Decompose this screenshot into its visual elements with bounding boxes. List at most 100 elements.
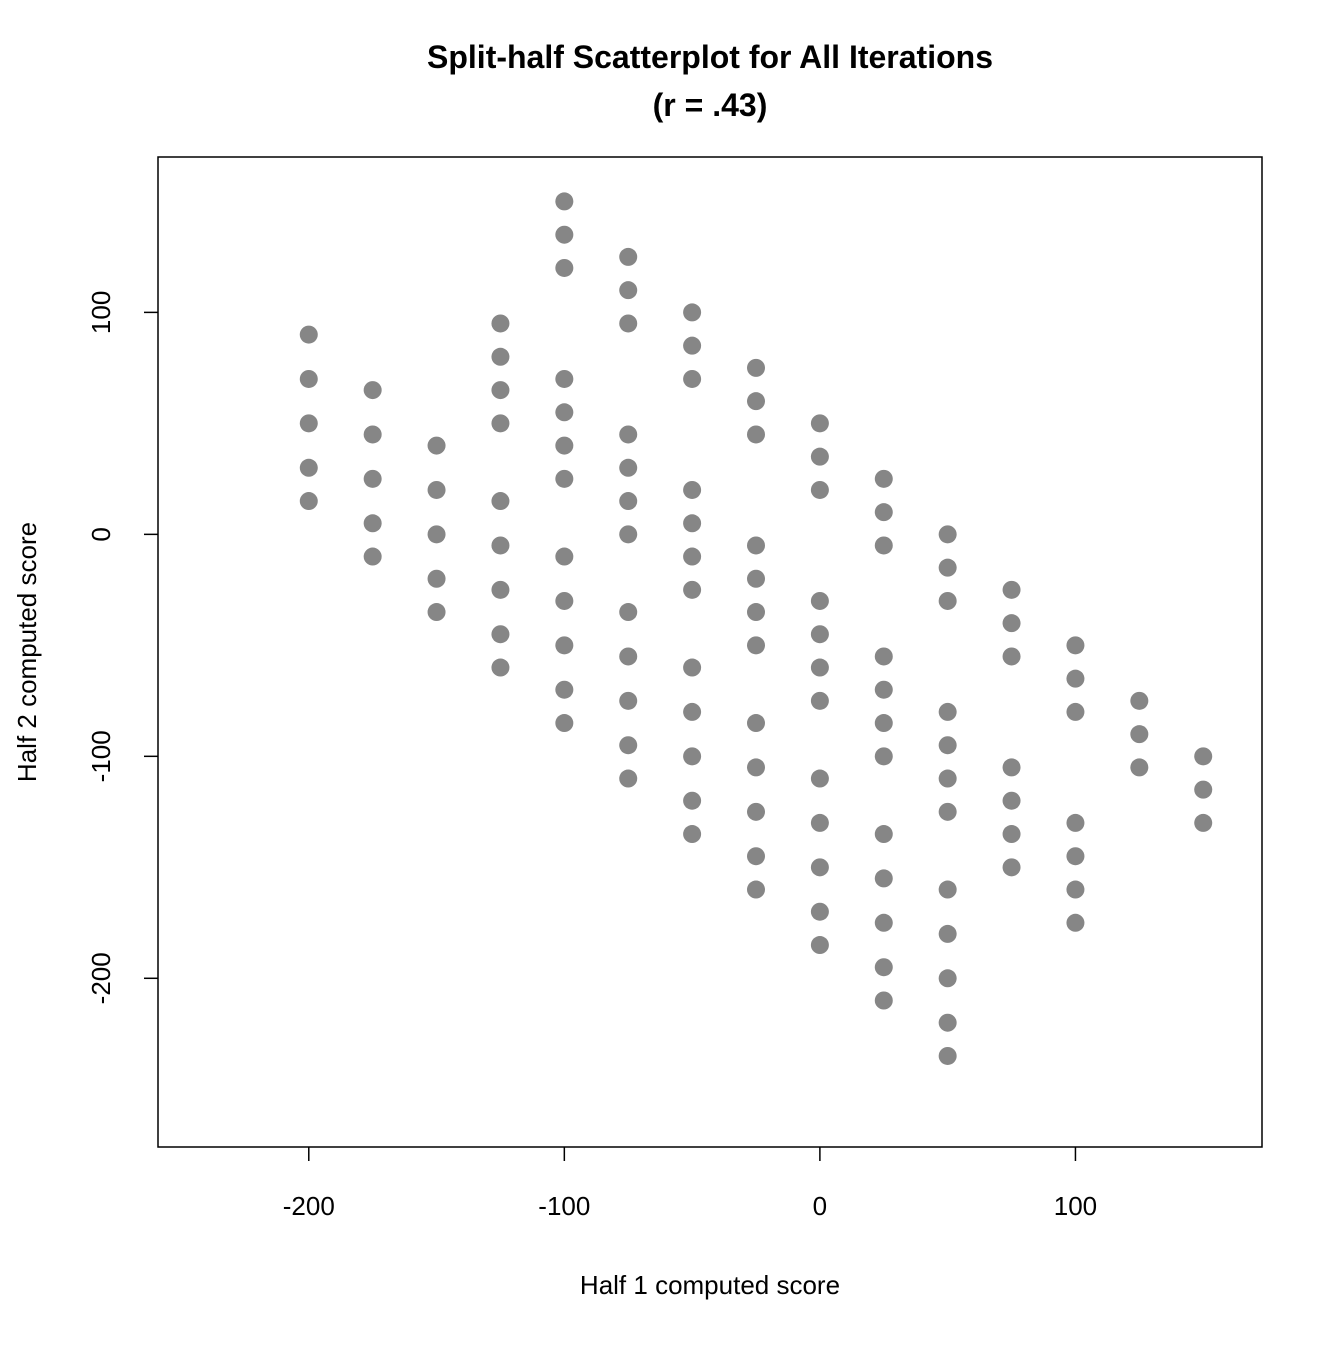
point — [938, 558, 957, 577]
point — [555, 225, 574, 244]
point — [683, 369, 702, 388]
point — [555, 591, 574, 610]
point — [874, 869, 893, 888]
point — [874, 647, 893, 666]
point — [555, 403, 574, 422]
point — [619, 603, 638, 622]
point — [1066, 636, 1085, 655]
point — [874, 536, 893, 555]
point — [299, 369, 318, 388]
point — [619, 247, 638, 266]
point — [619, 525, 638, 544]
point — [683, 825, 702, 844]
point — [491, 492, 510, 511]
point — [874, 958, 893, 977]
point — [1130, 691, 1149, 710]
point — [747, 880, 765, 899]
point — [555, 369, 574, 388]
point — [747, 392, 765, 411]
y-tick-label: -100 — [86, 730, 116, 782]
point — [427, 569, 446, 588]
point — [619, 458, 638, 477]
point — [683, 658, 702, 677]
point — [1194, 780, 1213, 799]
point — [810, 813, 829, 832]
point — [555, 714, 574, 733]
point — [491, 536, 510, 555]
point — [1002, 614, 1021, 633]
point — [747, 758, 765, 777]
point — [1066, 702, 1085, 721]
point — [491, 414, 510, 433]
point — [683, 747, 702, 766]
point — [938, 702, 957, 721]
point — [299, 325, 318, 344]
point — [747, 714, 765, 733]
point — [810, 480, 829, 499]
point — [810, 769, 829, 788]
point — [619, 769, 638, 788]
point — [555, 436, 574, 455]
point — [491, 580, 510, 599]
point — [299, 414, 318, 433]
point — [874, 825, 893, 844]
point — [491, 347, 510, 366]
y-axis-label: Half 2 computed score — [12, 522, 42, 782]
point — [363, 425, 382, 444]
point — [1002, 858, 1021, 877]
point — [874, 747, 893, 766]
x-tick-label: -100 — [538, 1191, 590, 1221]
y-tick-label: 100 — [86, 291, 116, 334]
point — [747, 536, 765, 555]
x-tick-label: 0 — [813, 1191, 827, 1221]
point — [874, 680, 893, 699]
point — [810, 902, 829, 921]
point — [363, 469, 382, 488]
points — [299, 192, 1213, 1065]
point — [747, 425, 765, 444]
point — [1002, 791, 1021, 810]
point — [938, 924, 957, 943]
point — [619, 492, 638, 511]
point — [427, 480, 446, 499]
point — [874, 503, 893, 522]
point — [747, 802, 765, 821]
point — [491, 314, 510, 333]
point — [874, 991, 893, 1010]
point — [810, 658, 829, 677]
point — [683, 580, 702, 599]
point — [938, 736, 957, 755]
chart-subtitle: (r = .43) — [653, 87, 768, 123]
y-tick-label: -200 — [86, 952, 116, 1004]
point — [427, 436, 446, 455]
point — [363, 514, 382, 533]
point — [491, 658, 510, 677]
point — [619, 647, 638, 666]
point — [363, 381, 382, 400]
point — [683, 303, 702, 322]
point — [1066, 669, 1085, 688]
point — [874, 913, 893, 932]
point — [747, 847, 765, 866]
x-tick-label: 100 — [1054, 1191, 1097, 1221]
point — [874, 469, 893, 488]
y-tick-label: 0 — [86, 527, 116, 541]
point — [938, 525, 957, 544]
point — [810, 936, 829, 955]
point — [874, 714, 893, 733]
point — [938, 880, 957, 899]
point — [747, 636, 765, 655]
point — [938, 969, 957, 988]
point — [810, 447, 829, 466]
point — [683, 514, 702, 533]
point — [938, 591, 957, 610]
point — [1002, 647, 1021, 666]
point — [555, 680, 574, 699]
point — [1194, 747, 1213, 766]
point — [555, 192, 574, 211]
point — [299, 492, 318, 511]
point — [363, 547, 382, 566]
point — [299, 458, 318, 477]
point — [938, 1013, 957, 1032]
point — [810, 625, 829, 644]
